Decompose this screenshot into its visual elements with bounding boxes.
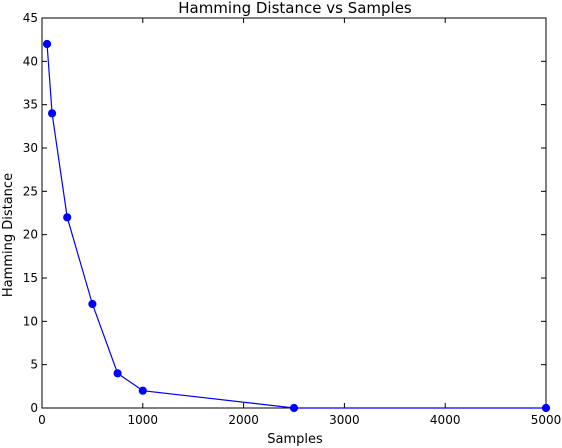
x-tick-label: 1000 [128,413,159,427]
y-tick-label: 35 [23,98,38,112]
data-point [63,213,72,222]
plot-area: 0 1000 2000 3000 4000 5000 0 5 10 15 20 25 30 35 40 45 [23,11,562,427]
x-tick-label: 3000 [329,413,360,427]
data-point [113,369,122,378]
data-point [541,403,551,413]
y-tick-label: 5 [30,358,38,372]
y-axis-title: Hamming Distance [1,173,16,297]
chart-title: Hamming Distance vs Samples [178,0,412,17]
x-tick-label: 4000 [430,413,461,427]
x-tick-label: 2000 [228,413,259,427]
y-tick-label: 20 [23,228,38,242]
y-tick-label: 30 [23,141,38,155]
data-point [138,386,147,395]
y-tick-label: 15 [23,271,38,285]
data-point [42,39,52,49]
x-axis-title: Samples [267,432,323,447]
y-tick-label: 25 [23,184,38,198]
series-line [46,43,546,409]
data-point [289,403,299,413]
plot-frame [41,17,547,409]
x-tick-label: 0 [38,413,46,427]
x-tick-label: 5000 [531,413,562,427]
data-point [88,299,97,309]
y-tick-label: 0 [30,401,38,415]
y-tick-label: 10 [23,314,38,328]
y-tick-label: 40 [23,54,38,68]
data-point [47,109,57,118]
y-tick-label: 45 [23,11,38,25]
